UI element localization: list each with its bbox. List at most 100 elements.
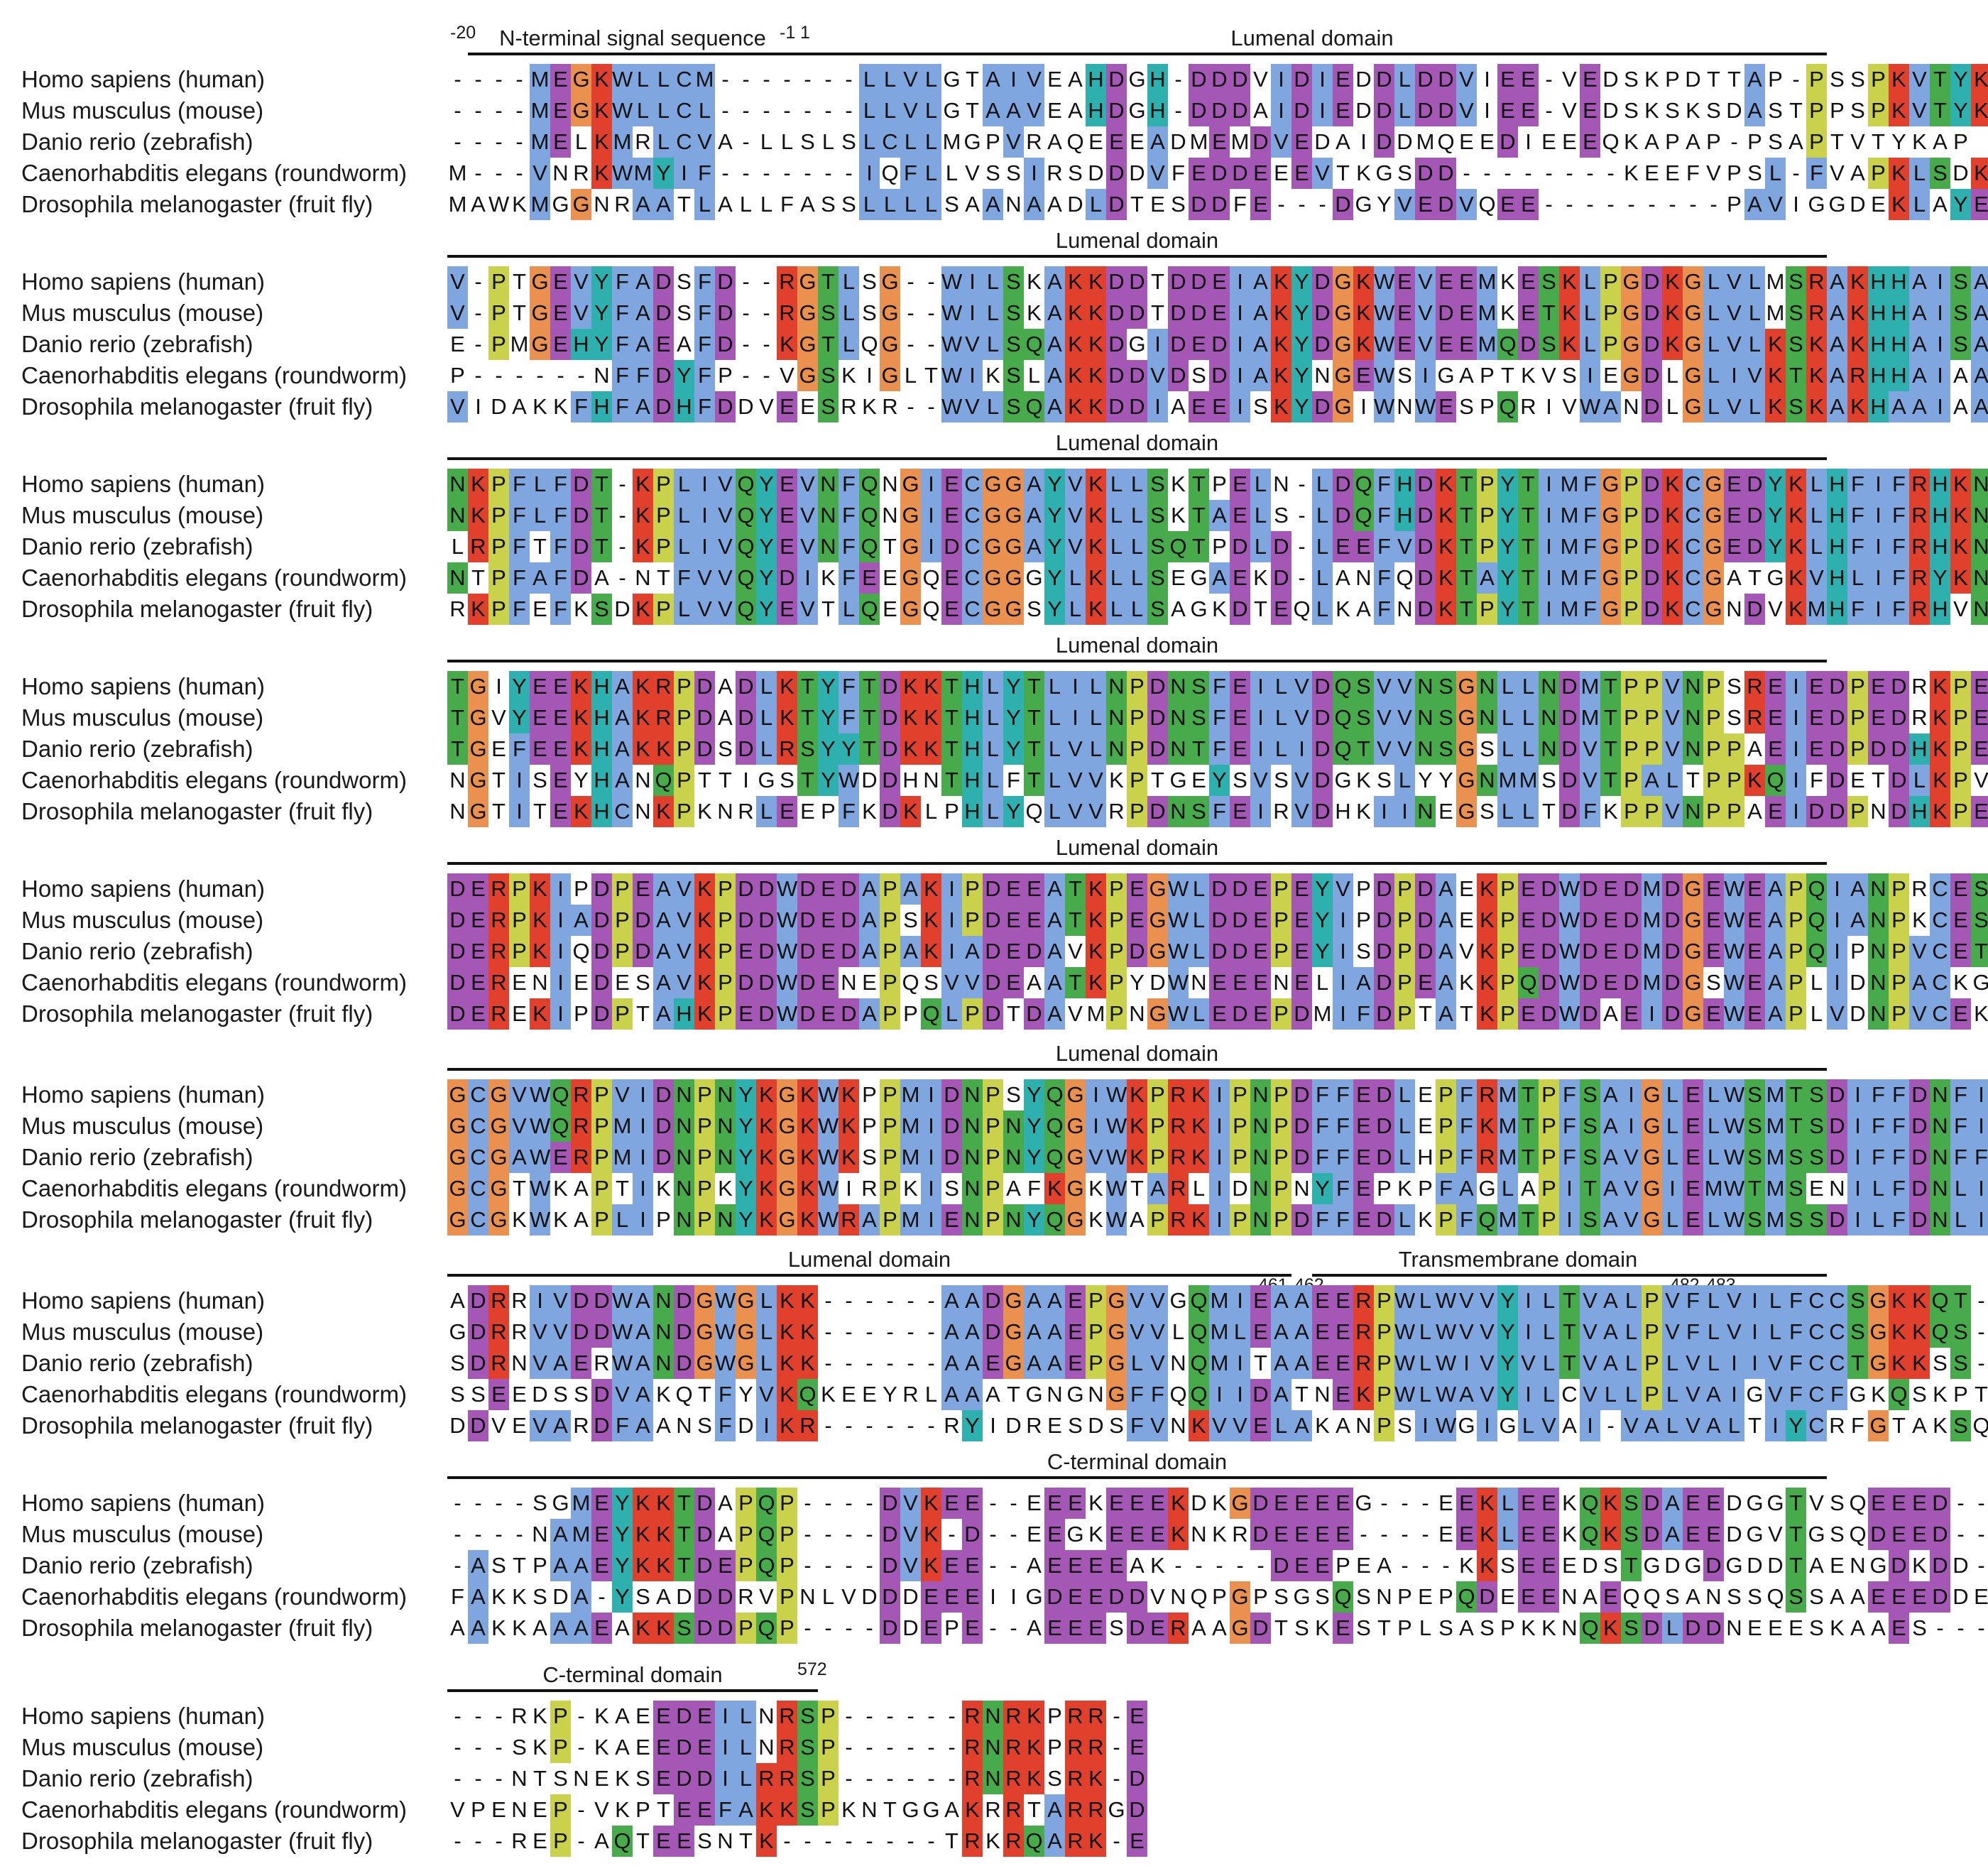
residue-cell: E bbox=[468, 936, 488, 967]
residue-cell: - bbox=[1298, 534, 1306, 559]
residue-cell: K bbox=[633, 733, 653, 765]
residue-cell: S bbox=[1047, 1766, 1062, 1791]
residue-cell: E bbox=[1971, 796, 1988, 827]
residue-cell: A bbox=[1336, 565, 1350, 590]
residue-cell: A bbox=[1250, 266, 1271, 298]
residue-cell: R bbox=[962, 1732, 983, 1763]
residue-cell: K bbox=[1933, 1413, 1948, 1438]
residue-cell: K bbox=[1477, 936, 1497, 967]
residue-cell: V bbox=[1291, 702, 1312, 733]
residue-cell: A bbox=[1744, 189, 1765, 220]
residue-cell: N bbox=[1003, 1111, 1024, 1142]
residue-cell: V bbox=[1147, 1410, 1168, 1441]
residue-cell: A bbox=[1147, 126, 1168, 158]
residue-cell: P bbox=[862, 1082, 877, 1107]
residue-cell: D bbox=[1930, 1581, 1950, 1613]
residue-cell: G bbox=[447, 1079, 468, 1111]
residue-cell: T bbox=[591, 500, 612, 531]
residue-cell: D bbox=[1436, 298, 1456, 329]
residue-cell: K bbox=[1086, 967, 1106, 998]
residue-cell: K bbox=[839, 1111, 859, 1142]
residue-cell: R bbox=[1477, 1142, 1497, 1173]
residue-cell: D bbox=[1189, 189, 1209, 220]
residue-cell: - bbox=[536, 363, 544, 388]
residue-cell: G bbox=[963, 129, 981, 154]
residue-cell: - bbox=[742, 160, 750, 185]
residue-cell: N bbox=[1971, 500, 1988, 531]
residue-cell: A bbox=[1212, 1615, 1227, 1640]
residue-cell: L bbox=[1044, 702, 1065, 733]
residue-cell: F bbox=[1333, 1111, 1353, 1142]
residue-cell: E bbox=[1703, 998, 1724, 1030]
residue-cell: P bbox=[1397, 1584, 1412, 1609]
residue-cell: L bbox=[1909, 189, 1930, 220]
residue-cell: D bbox=[715, 1613, 736, 1644]
residue-cell: I bbox=[1724, 1348, 1744, 1379]
residue-cell: G bbox=[1066, 1382, 1084, 1407]
residue-cell: Y bbox=[1044, 594, 1065, 625]
residue-cell: D bbox=[756, 998, 777, 1030]
residue-cell: P bbox=[574, 876, 589, 901]
residue-cell: P bbox=[1539, 1111, 1559, 1142]
residue-cell: E bbox=[1150, 192, 1165, 217]
residue-cell: Q bbox=[1169, 1382, 1187, 1407]
residue-cell: K bbox=[656, 1382, 671, 1407]
residue-cell: - bbox=[1421, 1490, 1429, 1515]
residue-cell: K bbox=[1086, 905, 1106, 936]
residue-cell: - bbox=[742, 98, 750, 123]
residue-cell: L bbox=[530, 469, 550, 500]
residue-cell: E bbox=[1830, 1553, 1845, 1578]
residue-cell: - bbox=[1710, 192, 1717, 217]
residue-cell: K bbox=[1786, 500, 1806, 531]
residue-cell: D bbox=[1703, 1550, 1724, 1581]
residue-cell: P bbox=[1703, 796, 1724, 827]
residue-cell: D bbox=[1806, 796, 1827, 827]
residue-cell: V bbox=[1024, 64, 1044, 95]
residue-cell: F bbox=[1312, 1079, 1333, 1111]
residue-cell: P bbox=[1497, 873, 1518, 905]
residue-cell: A bbox=[1044, 1316, 1065, 1348]
residue-cell: P bbox=[612, 936, 633, 967]
residue-cell: H bbox=[1889, 329, 1909, 360]
residue-cell: T bbox=[1786, 1550, 1806, 1581]
residue-cell: L bbox=[1662, 1348, 1683, 1379]
residue-cell: N bbox=[1683, 796, 1703, 827]
residue-cell: S bbox=[1562, 363, 1577, 388]
residue-cell: E bbox=[1027, 1490, 1042, 1515]
residue-cell: H bbox=[1930, 500, 1950, 531]
residue-cell: I bbox=[921, 531, 941, 562]
residue-cell: V bbox=[1621, 1410, 1642, 1441]
residue-cell: E bbox=[1394, 298, 1415, 329]
residue-cell: V bbox=[1459, 939, 1474, 964]
residue-cell: R bbox=[488, 1285, 509, 1316]
residue-cell: E bbox=[550, 298, 571, 329]
residue-cell: K bbox=[1971, 64, 1988, 95]
residue-cell: - bbox=[495, 1490, 503, 1515]
residue-cell: V bbox=[1724, 1285, 1744, 1316]
residue-cell: H bbox=[1827, 531, 1847, 562]
residue-cell: - bbox=[1010, 1553, 1017, 1578]
residue-cell: V bbox=[1662, 1285, 1683, 1316]
residue-cell: P bbox=[903, 1001, 918, 1026]
residue-cell: G bbox=[880, 360, 900, 391]
residue-cell: L bbox=[1189, 998, 1209, 1030]
residue-cell: K bbox=[1088, 1207, 1103, 1232]
residue-cell: Q bbox=[797, 1379, 818, 1410]
residue-cell: D bbox=[674, 1348, 694, 1379]
residue-cell: K bbox=[1418, 1207, 1433, 1232]
residue-cell: D bbox=[1726, 1522, 1742, 1547]
residue-cell: E bbox=[1974, 1584, 1988, 1609]
residue-cell: E bbox=[1806, 702, 1827, 733]
residue-cell: G bbox=[1003, 1316, 1024, 1348]
species-label: Danio rerio (zebrafish) bbox=[21, 1552, 253, 1578]
residue-cell: K bbox=[530, 936, 550, 967]
residue-cell: L bbox=[880, 64, 900, 95]
residue-cell: L bbox=[921, 95, 941, 126]
residue-cell: F bbox=[509, 594, 530, 625]
residue-cell: D bbox=[694, 1488, 715, 1519]
residue-cell: I bbox=[1209, 1142, 1230, 1173]
residue-cell: G bbox=[736, 1348, 756, 1379]
residue-cell: N bbox=[1106, 733, 1127, 765]
